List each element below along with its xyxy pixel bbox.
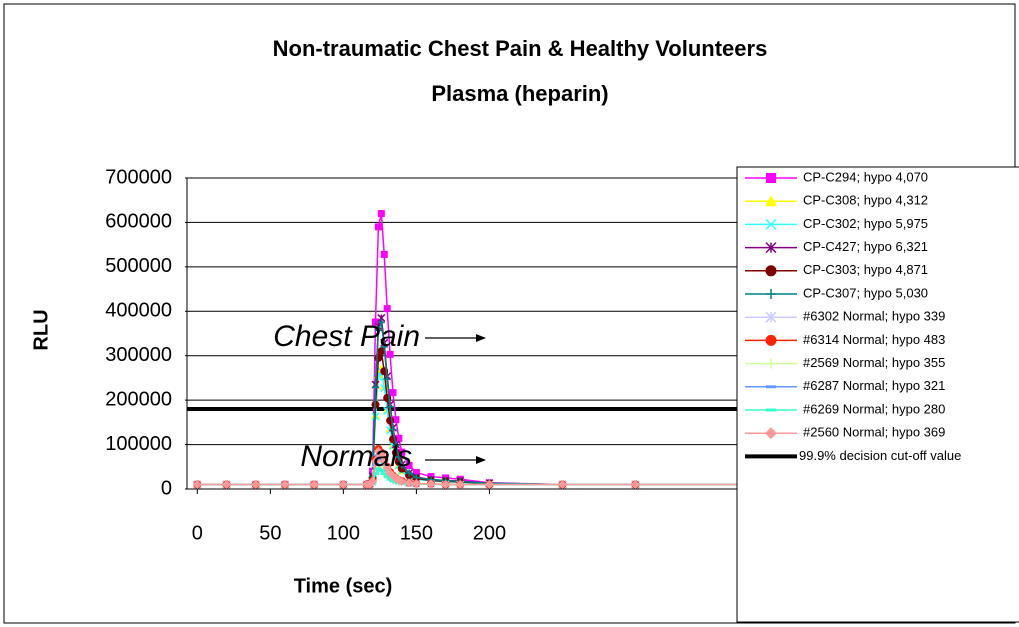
y-tick-label: 500000 bbox=[105, 255, 172, 277]
chart-subtitle: Plasma (heparin) bbox=[431, 81, 608, 106]
annotation-arrowhead bbox=[476, 456, 486, 464]
legend-label: #6287 Normal; hypo 321 bbox=[803, 378, 945, 393]
marker bbox=[765, 218, 777, 230]
marker bbox=[374, 326, 382, 334]
marker bbox=[379, 456, 389, 466]
legend: CP-C294; hypo 4,070 CP-C308; hypo 4,312 CP… bbox=[736, 166, 1019, 623]
marker bbox=[766, 358, 776, 369]
legend-label: CP-C294; hypo 4,070 bbox=[803, 169, 928, 184]
legend-label: CP-C427; hypo 6,321 bbox=[803, 239, 928, 254]
x-tick-label: 200 bbox=[473, 522, 506, 544]
chart-title: Non-traumatic Chest Pain & Healthy Volun… bbox=[273, 36, 768, 61]
marker bbox=[377, 210, 385, 218]
legend-label: 99.9% decision cut-off value bbox=[799, 448, 961, 463]
marker bbox=[765, 334, 777, 346]
marker bbox=[412, 469, 420, 477]
marker bbox=[411, 479, 421, 489]
legend-label: CP-C307; hypo 5,030 bbox=[803, 285, 928, 300]
marker bbox=[765, 242, 777, 254]
legend-label: #6269 Normal; hypo 280 bbox=[803, 401, 945, 416]
legend-label: #2569 Normal; hypo 355 bbox=[803, 355, 945, 370]
legend-box bbox=[736, 166, 1019, 623]
marker bbox=[765, 311, 777, 323]
marker bbox=[398, 461, 406, 469]
marker bbox=[484, 480, 494, 490]
marker bbox=[383, 375, 391, 383]
marker bbox=[392, 441, 400, 449]
marker bbox=[371, 383, 379, 391]
y-tick-label: 600000 bbox=[105, 211, 172, 233]
x-tick-label: 0 bbox=[192, 522, 203, 544]
marker bbox=[377, 318, 385, 326]
legend-label: CP-C303; hypo 4,871 bbox=[803, 262, 928, 277]
legend-label: #2560 Normal; hypo 369 bbox=[803, 425, 945, 440]
legend-label: CP-C302; hypo 5,975 bbox=[803, 216, 928, 231]
marker bbox=[441, 480, 451, 490]
y-tick-label: 200000 bbox=[105, 388, 172, 410]
annotation: Normals bbox=[300, 440, 412, 473]
y-tick-label: 100000 bbox=[105, 433, 172, 455]
marker bbox=[374, 467, 382, 471]
marker bbox=[392, 416, 400, 424]
marker bbox=[766, 173, 776, 183]
x-tick-label: 150 bbox=[400, 522, 433, 544]
marker bbox=[398, 448, 406, 456]
legend-label: CP-C308; hypo 4,312 bbox=[803, 193, 928, 208]
marker bbox=[383, 475, 391, 479]
x-tick-label: 50 bbox=[259, 522, 281, 544]
y-tick-label: 700000 bbox=[105, 166, 172, 188]
marker bbox=[222, 480, 232, 490]
marker bbox=[370, 456, 380, 466]
marker bbox=[405, 461, 413, 469]
marker bbox=[192, 480, 202, 490]
y-tick-label: 400000 bbox=[105, 300, 172, 322]
marker bbox=[380, 343, 388, 351]
marker bbox=[386, 403, 394, 411]
marker bbox=[380, 250, 388, 258]
marker bbox=[395, 453, 403, 461]
marker bbox=[380, 472, 388, 476]
marker bbox=[766, 408, 776, 412]
marker bbox=[386, 350, 394, 358]
marker bbox=[455, 480, 465, 490]
marker bbox=[368, 476, 378, 486]
marker bbox=[389, 425, 397, 433]
marker bbox=[280, 480, 290, 490]
marker bbox=[426, 479, 436, 489]
marker bbox=[405, 469, 413, 477]
marker bbox=[251, 480, 261, 490]
marker bbox=[766, 385, 776, 389]
x-tick-label: 100 bbox=[327, 522, 360, 544]
marker bbox=[557, 480, 567, 490]
marker bbox=[766, 289, 776, 299]
y-axis-label: RLU bbox=[30, 309, 52, 350]
annotation-arrowhead bbox=[476, 334, 486, 342]
annotation: Chest Pain bbox=[273, 320, 420, 353]
marker bbox=[765, 195, 777, 207]
marker bbox=[395, 434, 403, 442]
marker bbox=[389, 389, 397, 397]
marker bbox=[376, 450, 386, 460]
marker bbox=[397, 476, 407, 486]
legend-label: #6314 Normal; hypo 483 bbox=[803, 332, 945, 347]
marker bbox=[309, 480, 319, 490]
x-axis-label: Time (sec) bbox=[294, 575, 393, 597]
y-tick-label: 0 bbox=[161, 477, 172, 499]
plot-area: 0 100000 200000 300000 400000 500000 600000 700… bbox=[105, 166, 750, 544]
marker bbox=[374, 223, 382, 231]
marker bbox=[383, 305, 391, 313]
marker bbox=[404, 478, 414, 488]
marker bbox=[371, 318, 379, 326]
marker bbox=[765, 265, 777, 277]
marker bbox=[377, 347, 386, 356]
y-tick-label: 300000 bbox=[105, 344, 172, 366]
legend-label: #6302 Normal; hypo 339 bbox=[803, 309, 945, 324]
marker bbox=[765, 427, 777, 440]
marker bbox=[377, 469, 385, 473]
marker bbox=[371, 472, 379, 476]
marker bbox=[338, 480, 348, 490]
marker bbox=[630, 480, 640, 490]
